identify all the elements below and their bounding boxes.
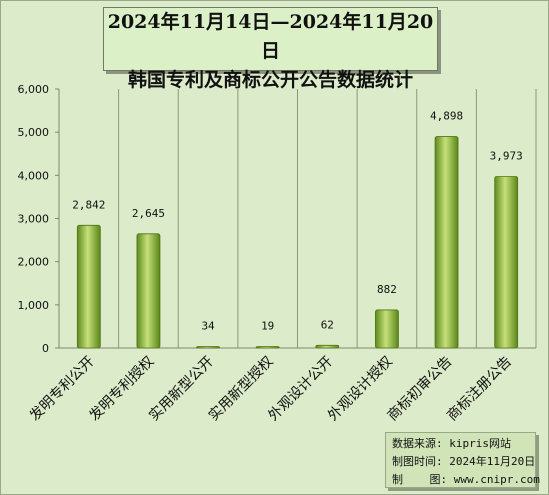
y-tick-label: 2,000 (18, 256, 50, 269)
grid-lines (118, 89, 537, 348)
bar (375, 309, 399, 349)
x-axis-labels: 发明专利公开发明专利授权实用新型公开实用新型授权外观设计公开外观设计授权商标初审… (27, 353, 515, 424)
bar (196, 346, 220, 349)
data-label: 2,645 (132, 207, 165, 220)
data-labels: 2,842 2,645 34 19 62 882 4,898 3,973 (72, 110, 523, 333)
data-label: 882 (377, 283, 397, 296)
bar (315, 344, 340, 349)
bar (136, 233, 161, 349)
data-label: 62 (321, 318, 334, 331)
y-tick-label: 1,000 (18, 299, 50, 312)
title-line-2: 韩国专利及商标公开公告数据统计 (127, 69, 413, 91)
data-label: 3,973 (490, 149, 523, 162)
data-label: 4,898 (430, 110, 463, 123)
data-label: 19 (261, 320, 274, 333)
source-line-2: 制图时间: 2024年11月20日 (392, 455, 536, 468)
y-tick-label: 6,000 (18, 83, 50, 96)
bar (494, 176, 519, 349)
data-label: 34 (201, 320, 215, 333)
y-tick-label: 3,000 (18, 213, 50, 226)
source-note: 数据来源: kipris网站制图时间: 2024年11月20日制 图: www.… (385, 432, 540, 488)
source-line-1: 数据来源: kipris网站 (392, 437, 511, 450)
bar (434, 136, 459, 349)
bars (76, 136, 519, 349)
y-axis-ticks: 0 1,000 2,000 3,000 4,000 5,000 6,000 (18, 83, 59, 355)
source-line-3: 制 图: www.cnipr.com (392, 473, 540, 486)
data-label: 2,842 (72, 198, 105, 211)
bar (255, 346, 280, 349)
y-tick-label: 4,000 (18, 169, 50, 182)
title-line-1: 2024年11月14日—2024年11月20日 (107, 11, 434, 62)
y-tick-label: 5,000 (18, 126, 50, 139)
bar (76, 224, 101, 349)
chart-title: 2024年11月14日—2024年11月20日 韩国专利及商标公开公告数据统计 (103, 7, 438, 91)
category-label: 商标注册公告 (444, 354, 515, 425)
y-tick-label: 0 (42, 342, 49, 355)
